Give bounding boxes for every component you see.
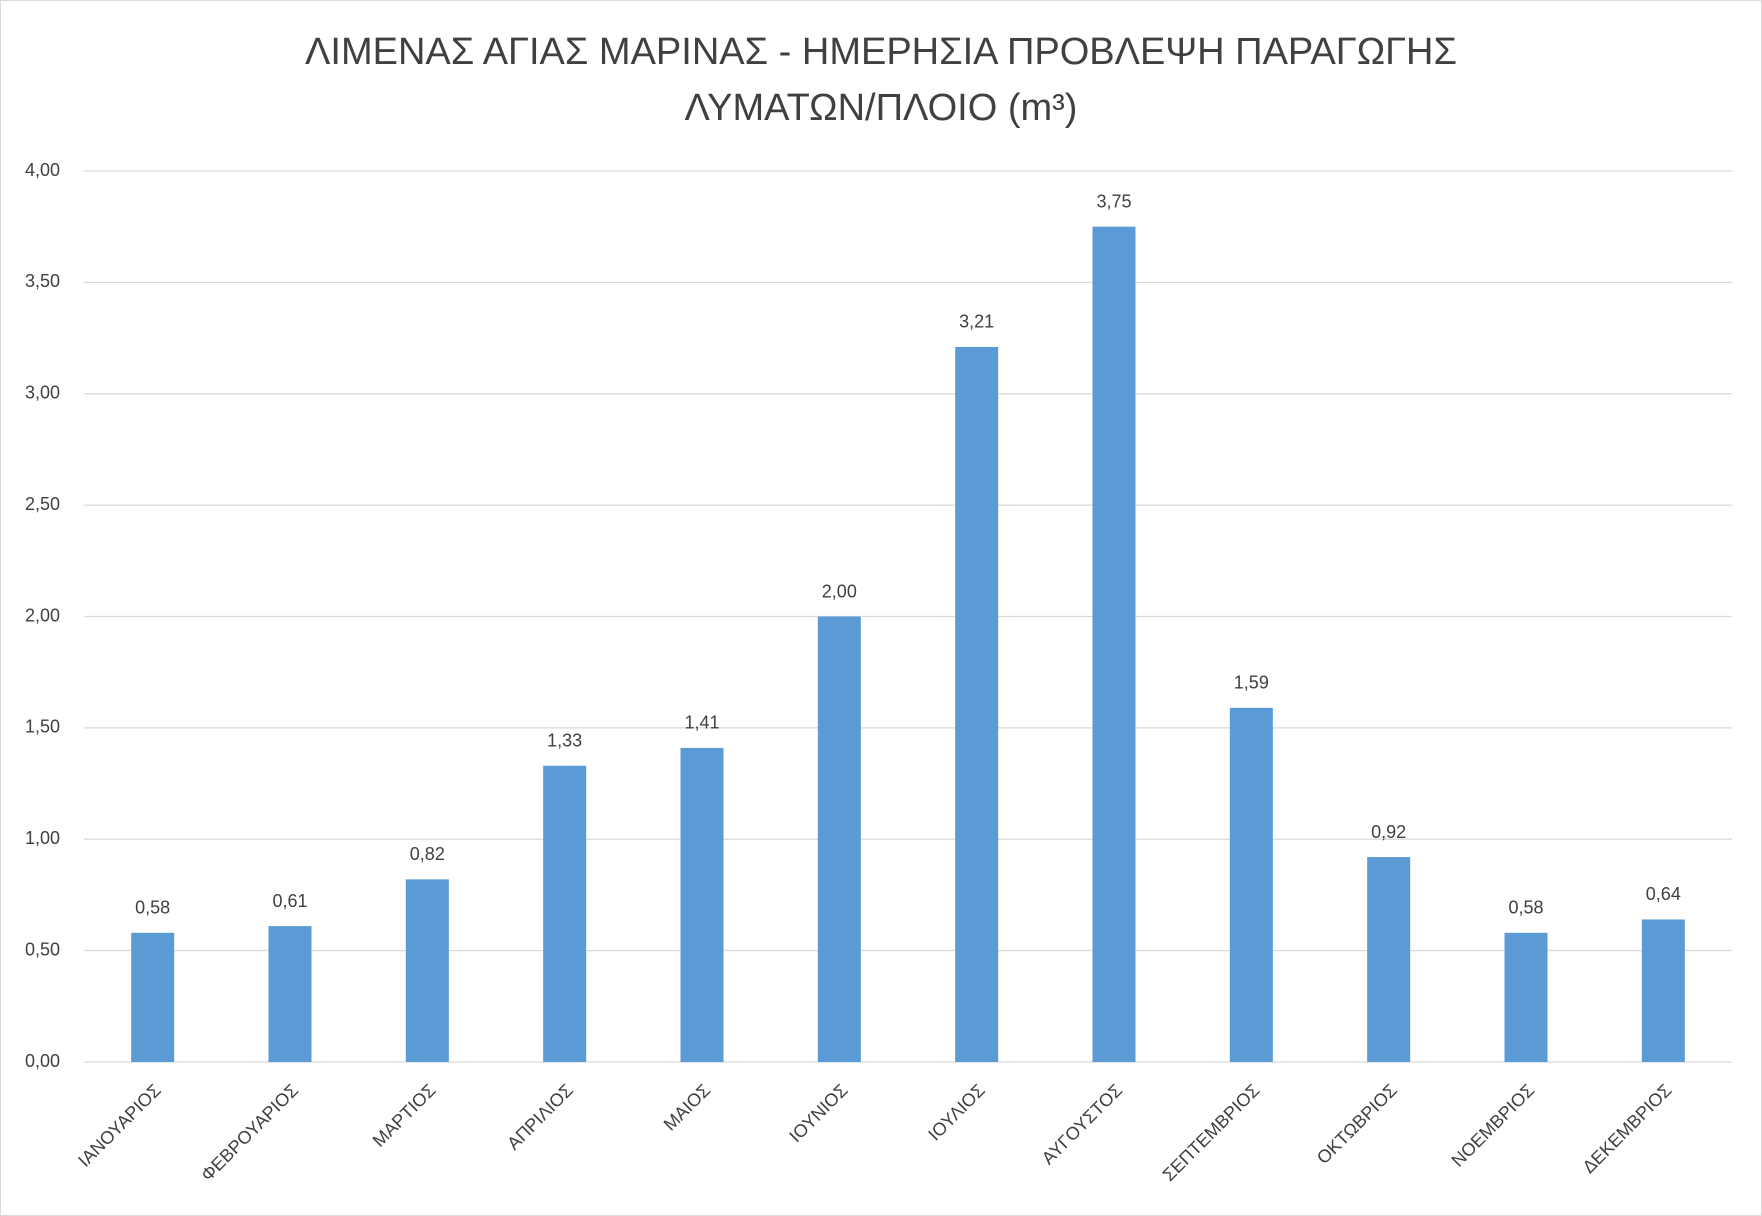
data-label: 2,00 — [822, 581, 857, 601]
data-label: 1,33 — [547, 730, 582, 750]
bar — [1504, 932, 1548, 1062]
data-label: 0,64 — [1646, 884, 1681, 904]
data-label: 0,92 — [1371, 822, 1406, 842]
data-label: 0,61 — [272, 891, 307, 911]
y-tick-label: 2,50 — [25, 494, 60, 514]
bar — [1367, 857, 1411, 1062]
bar — [1641, 919, 1685, 1062]
bar — [405, 879, 449, 1062]
bar — [1092, 226, 1136, 1062]
y-tick-label: 0,00 — [25, 1051, 60, 1071]
bar — [268, 926, 312, 1062]
data-label: 1,59 — [1234, 673, 1269, 693]
y-tick-label: 4,00 — [25, 160, 60, 180]
bar — [543, 765, 587, 1062]
data-label: 1,41 — [684, 713, 719, 733]
data-label: 0,58 — [1508, 898, 1543, 918]
bar — [955, 346, 999, 1062]
bar — [131, 932, 175, 1062]
bar — [817, 616, 861, 1062]
y-tick-label: 3,00 — [25, 383, 60, 403]
data-label: 0,82 — [410, 844, 445, 864]
y-tick-label: 0,50 — [25, 939, 60, 959]
y-tick-label: 1,50 — [25, 717, 60, 737]
bar — [1229, 707, 1273, 1062]
y-tick-label: 2,00 — [25, 605, 60, 625]
chart-title: ΛΙΜΕΝΑΣ ΑΓΙΑΣ ΜΑΡΙΝΑΣ - ΗΜΕΡΗΣΙΑ ΠΡΟΒΛΕΨ… — [305, 31, 1457, 73]
data-label: 3,21 — [959, 312, 994, 332]
bar — [680, 747, 724, 1062]
data-label: 3,75 — [1096, 191, 1131, 211]
y-tick-label: 3,50 — [25, 271, 60, 291]
y-tick-label: 1,00 — [25, 828, 60, 848]
chart-title: ΛΥΜΑΤΩΝ/ΠΛΟΙΟ (m³) — [685, 87, 1078, 129]
data-label: 0,58 — [135, 898, 170, 918]
